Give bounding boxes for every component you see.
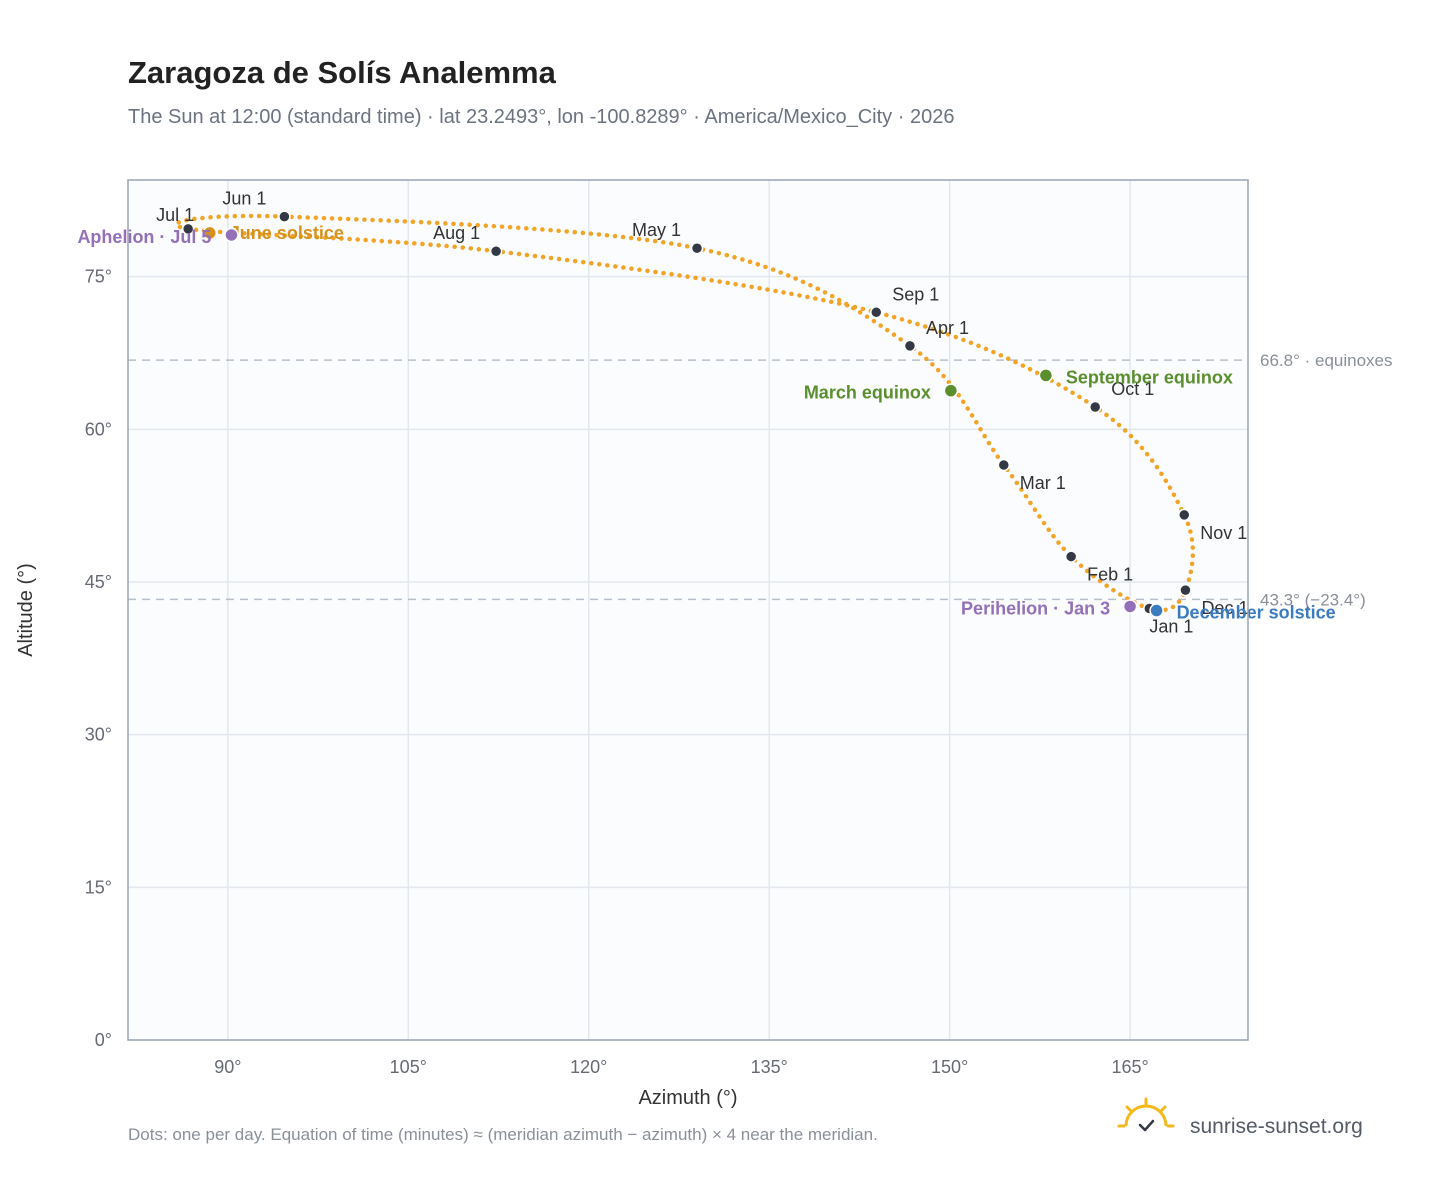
y-axis-label: Altitude (°) — [15, 563, 37, 657]
grid-lines — [128, 180, 1248, 1041]
month-label: Nov 1 — [1200, 523, 1247, 543]
month-label: May 1 — [632, 220, 681, 240]
event-marker — [1149, 603, 1164, 618]
month-marker — [870, 306, 883, 319]
plot-frame — [127, 179, 1249, 1041]
month-markers: Jan 1 Feb 1 Mar 1 Apr 1 May 1 Jun 1 Jul 1 Aug 1… — [156, 189, 1248, 637]
page-subtitle: The Sun at 12:00 (standard time) · lat 2… — [128, 106, 954, 128]
x-axis-label: Azimuth (°) — [638, 1087, 737, 1109]
month-marker — [489, 244, 503, 258]
event-markers: March equinox September equinox June solst… — [77, 223, 1335, 623]
event-label: December solstice — [1177, 603, 1336, 623]
month-marker — [1177, 508, 1191, 522]
month-label: Jun 1 — [222, 189, 266, 209]
y-tick-label: 30° — [85, 725, 112, 745]
month-label: Aug 1 — [433, 223, 480, 243]
sun-logo-icon — [1117, 1097, 1175, 1132]
plot-area — [128, 180, 1248, 1040]
month-label: Dec 1 — [1201, 598, 1248, 618]
month-marker — [690, 241, 704, 255]
month-label: Oct 1 — [1111, 379, 1154, 399]
event-marker — [1038, 368, 1054, 383]
event-label: June solstice — [230, 223, 344, 243]
month-marker — [181, 222, 195, 236]
axis-ticks: 90° 105° 120° 135° 150° 165° 0° 15° 30° 45° 60° 75° — [85, 267, 1149, 1077]
event-label: March equinox — [804, 383, 931, 403]
reference-line-label: 66.8° · equinoxes — [1260, 351, 1393, 370]
month-marker — [997, 458, 1011, 472]
month-label: Feb 1 — [1087, 565, 1133, 585]
month-label: Jan 1 — [1149, 616, 1193, 636]
month-marker — [278, 210, 291, 223]
month-marker — [1064, 550, 1078, 563]
event-marker — [1122, 599, 1138, 614]
x-tick-label: 135° — [751, 1057, 788, 1077]
event-label: Perihelion · Jan 3 — [961, 598, 1110, 618]
event-marker — [224, 227, 239, 243]
x-tick-label: 120° — [570, 1057, 607, 1077]
x-tick-label: 165° — [1111, 1057, 1148, 1077]
page-title: Zaragoza de Solís Analemma — [128, 55, 557, 90]
x-tick-label: 90° — [214, 1057, 241, 1077]
month-label: Sep 1 — [892, 284, 939, 304]
y-tick-label: 75° — [85, 267, 112, 287]
y-tick-label: 45° — [85, 572, 112, 592]
reference-line-label: 43.3° (−23.4°) — [1260, 590, 1366, 609]
month-marker — [1088, 400, 1102, 414]
reference-lines: 66.8° · equinoxes 43.3° (−23.4°) — [128, 351, 1393, 609]
event-marker — [202, 225, 218, 241]
month-label: Mar 1 — [1020, 473, 1066, 493]
month-marker — [903, 339, 917, 353]
month-label: Apr 1 — [926, 318, 969, 338]
y-tick-label: 60° — [85, 419, 112, 439]
event-label: Aphelion · Jul 5 — [77, 227, 211, 247]
month-label: Jul 1 — [156, 205, 194, 225]
footnote: Dots: one per day. Equation of time (min… — [128, 1125, 878, 1144]
x-tick-label: 105° — [390, 1057, 427, 1077]
y-tick-label: 0° — [95, 1030, 112, 1050]
y-tick-label: 15° — [85, 877, 112, 897]
event-marker — [943, 383, 959, 398]
month-marker — [1179, 583, 1192, 597]
event-label: September equinox — [1066, 367, 1233, 387]
x-tick-label: 150° — [931, 1057, 968, 1077]
brand-name: sunrise-sunset.org — [1190, 1115, 1363, 1138]
